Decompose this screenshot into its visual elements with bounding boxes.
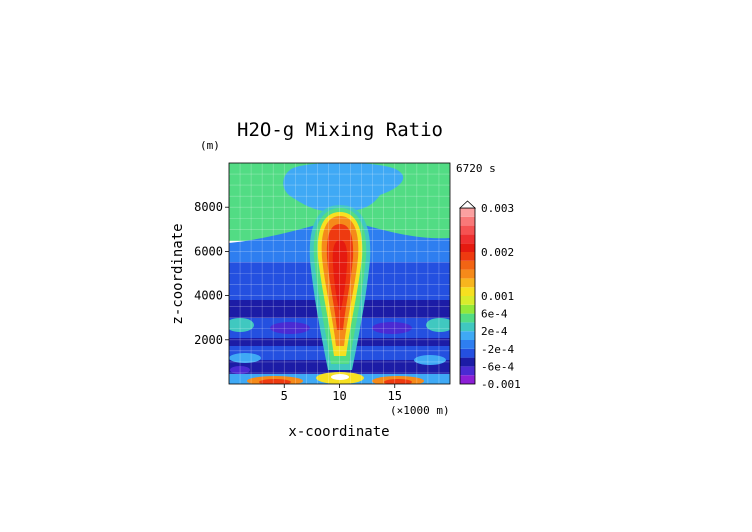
colorbar-segment (460, 287, 475, 296)
y-tick-label: 2000 (194, 333, 223, 347)
colorbar-segment (460, 340, 475, 349)
colorbar-segment (460, 313, 475, 323)
x-tick-label: 5 (281, 389, 288, 403)
y-tick-label: 6000 (194, 244, 223, 258)
right-cyan-lobe (426, 318, 450, 332)
surface-max-left-core (259, 379, 291, 384)
colorbar-segment (460, 234, 475, 244)
x-axis-label: x-coordinate (288, 424, 389, 440)
left-lower-cyan (229, 353, 261, 363)
x-unit-label: (×1000 m) (390, 404, 450, 417)
surface-max-right-core (384, 379, 412, 384)
left-purple-patch (270, 322, 310, 334)
colorbar-label: 0.003 (481, 202, 514, 215)
left-cyan-lobe (229, 318, 254, 332)
colorbar-segment (460, 216, 475, 226)
y-axis-label: z-coordinate (170, 223, 186, 324)
chart-title: H2O-g Mixing Ratio (237, 119, 443, 141)
colorbar-label: -2e-4 (481, 343, 514, 356)
colorbar-segment (460, 322, 475, 332)
grid-lines (229, 163, 450, 384)
colorbar-segment (460, 296, 475, 305)
colorbar-label: 0.001 (481, 290, 514, 303)
colorbar-labels: 0.003 0.002 0.001 6e-4 2e-4 -2e-4 -6e-4 -0.001 (481, 202, 521, 391)
colorbar (458, 200, 477, 385)
plume-core (332, 240, 348, 310)
x-axis-ticks: 5 10 15 (281, 384, 402, 403)
colorbar-segment (460, 348, 475, 358)
band-cloud-top (283, 163, 404, 212)
colorbar-label: 6e-4 (481, 308, 508, 321)
y-axis-ticks: 2000 4000 6000 8000 (194, 200, 229, 347)
time-label: 6720 s (456, 162, 496, 175)
x-tick-label: 10 (332, 389, 346, 403)
plot-area (229, 163, 450, 384)
y-unit-label: (m) (200, 139, 220, 152)
colorbar-segment (460, 225, 475, 235)
colorbar-segment (460, 260, 475, 270)
surface-center-white (331, 374, 349, 380)
colorbar-label: -0.001 (481, 378, 521, 391)
colorbar-segment (460, 269, 475, 279)
right-purple-patch (372, 322, 412, 334)
x-tick-label: 15 (388, 389, 402, 403)
y-tick-label: 8000 (194, 200, 223, 214)
colorbar-segment (460, 252, 475, 261)
colorbar-extend-arrow (458, 200, 477, 209)
colorbar-label: -6e-4 (481, 360, 514, 373)
y-tick-label: 4000 (194, 289, 223, 303)
colorbar-segment (460, 243, 475, 252)
colorbar-segment (460, 304, 475, 314)
right-lower-cyan (414, 355, 446, 365)
left-dark-core (230, 366, 250, 374)
colorbar-segment (460, 366, 475, 376)
colorbar-label: 2e-4 (481, 325, 508, 338)
colorbar-label: 0.002 (481, 246, 514, 259)
colorbar-segment (460, 208, 475, 217)
colorbar-segment (460, 278, 475, 288)
colorbar-segment (460, 357, 475, 367)
colorbar-segment (460, 375, 475, 384)
colorbar-segment (460, 331, 475, 340)
